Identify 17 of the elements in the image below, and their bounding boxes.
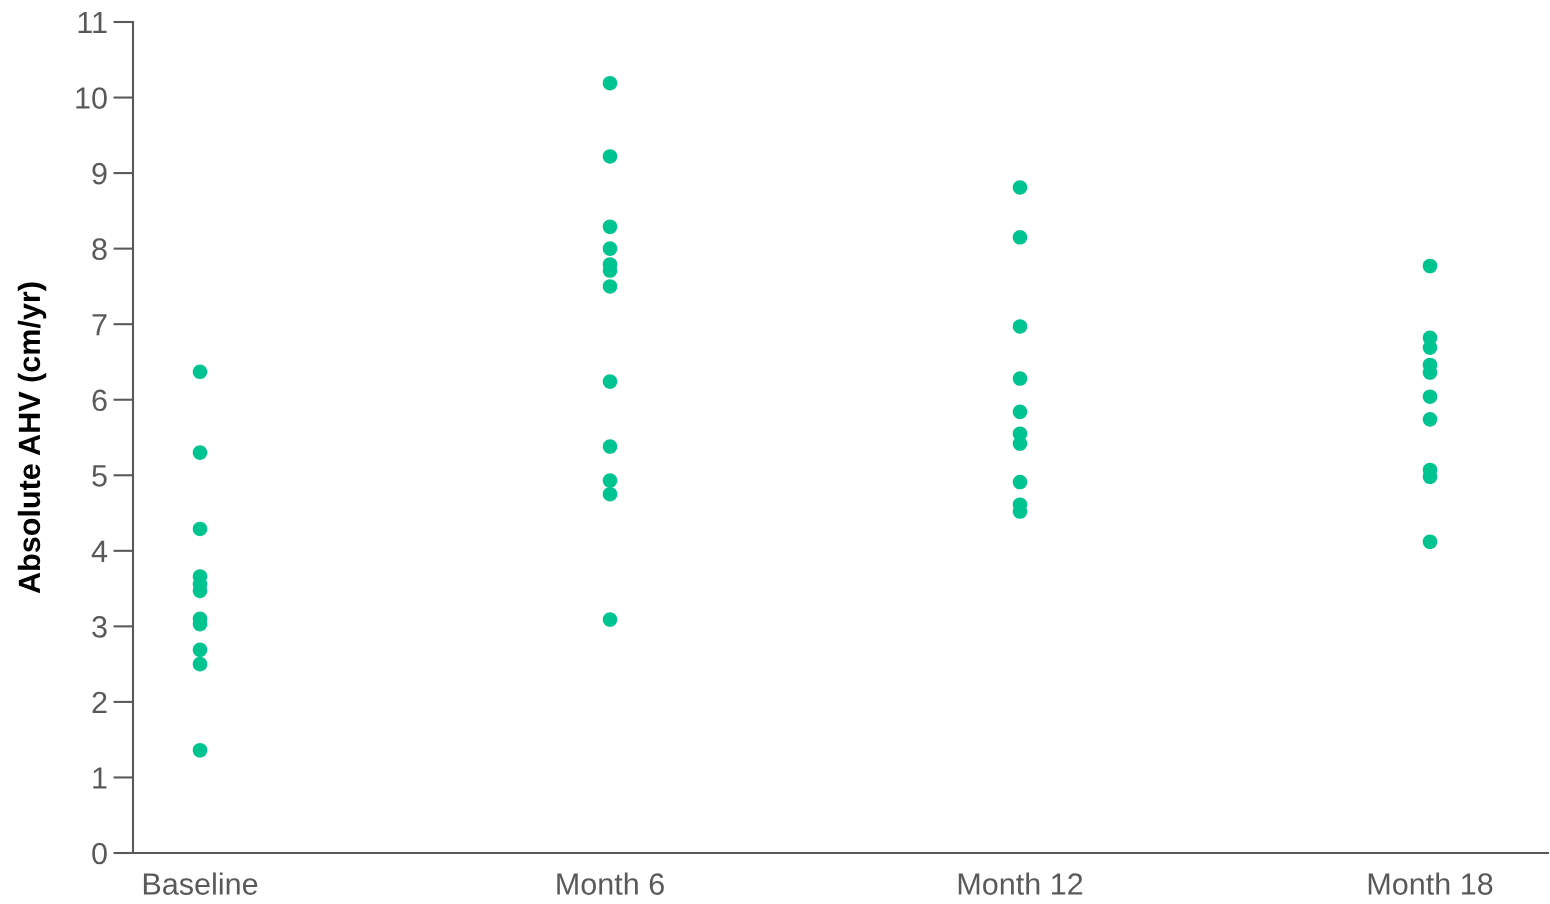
- y-tick-label: 5: [92, 465, 107, 487]
- y-tick-label: 1: [93, 767, 107, 789]
- y-tick-label: 9: [92, 162, 107, 185]
- y-tick-label: 8: [92, 238, 107, 261]
- y-tick-label: 4: [91, 540, 108, 562]
- x-tick-label: Month 6: [557, 872, 664, 895]
- y-tick-label: 0: [92, 842, 107, 865]
- x-tick-label: Month 12: [958, 872, 1083, 895]
- y-tick-label: 6: [92, 389, 107, 412]
- y-tick-label: 11: [78, 12, 107, 34]
- x-tick-label: Baseline: [143, 872, 258, 895]
- y-axis-title: Absolute AHV (cm/yr): [17, 282, 47, 594]
- y-tick-label: 7: [92, 314, 107, 336]
- y-tick-label: 3: [92, 616, 107, 638]
- y-tick-label: 10: [76, 87, 107, 109]
- y-tick-label: 2: [92, 691, 107, 713]
- x-tick-label: Month 18: [1368, 872, 1493, 895]
